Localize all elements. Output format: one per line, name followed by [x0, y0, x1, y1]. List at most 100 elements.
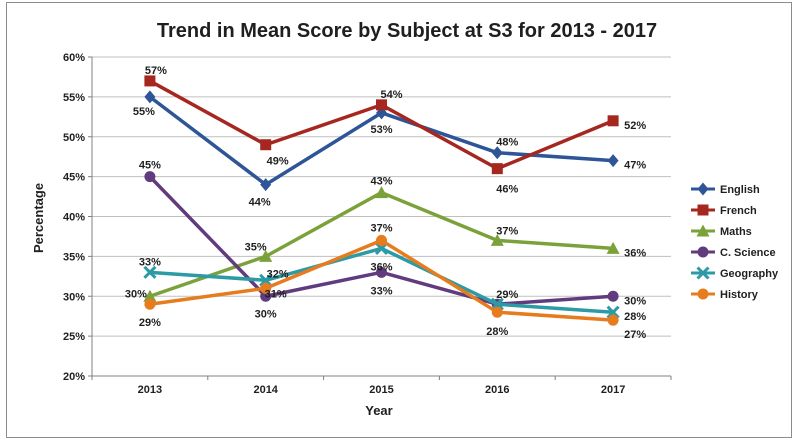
- y-tick-label: 20%: [63, 371, 85, 383]
- data-label-geography-2017: 28%: [624, 311, 646, 323]
- legend-label-maths: Maths: [720, 226, 752, 238]
- data-label-maths-2016: 37%: [496, 225, 518, 237]
- data-label-maths-2014: 35%: [245, 241, 267, 253]
- data-label-c-science-2015: 33%: [370, 285, 392, 297]
- x-tick-label-2013: 2013: [138, 384, 162, 396]
- x-tick-label-2014: 2014: [253, 384, 278, 396]
- data-label-history-2014: 31%: [265, 288, 287, 300]
- data-label-maths-2015: 43%: [370, 176, 392, 188]
- data-point-geography-2013: [143, 265, 157, 279]
- legend-item-geography: Geography: [691, 266, 779, 280]
- legend-marker-french: [697, 204, 709, 216]
- series-geography: [143, 241, 620, 319]
- chart-container: Trend in Mean Score by Subject at S3 for…: [6, 2, 792, 438]
- legend-label-english: English: [720, 184, 760, 196]
- data-point-maths-2015: [375, 186, 388, 199]
- legend-item-history: History: [691, 288, 759, 301]
- data-point-history-2013: [144, 298, 156, 310]
- data-label-english-2013: 55%: [133, 106, 155, 118]
- x-tick-label-2017: 2017: [601, 384, 625, 396]
- x-tick-label-2016: 2016: [485, 384, 509, 396]
- y-tick-label: 50%: [63, 132, 85, 144]
- legend-label-geography: Geography: [720, 268, 779, 280]
- legend-marker-history: [697, 288, 709, 300]
- y-tick-label: 60%: [63, 52, 85, 64]
- legend-label-history: History: [720, 289, 759, 301]
- data-point-maths-2016: [490, 233, 504, 246]
- data-label-c-science-2016: 29%: [496, 289, 518, 301]
- legend-marker-english: [697, 182, 709, 196]
- legend: English French Maths C. Science Geography His…: [691, 182, 779, 301]
- data-point-french-2016: [491, 163, 503, 175]
- data-point-c-science-2017: [607, 290, 619, 302]
- data-label-english-2017: 47%: [624, 160, 646, 172]
- data-label-french-2017: 52%: [624, 120, 646, 132]
- data-point-english-2016: [491, 146, 503, 160]
- data-label-maths-2013: 30%: [125, 288, 147, 300]
- data-label-geography-2015: 36%: [370, 261, 392, 273]
- legend-label-french: French: [720, 205, 757, 217]
- data-point-french-2014: [260, 139, 272, 151]
- series: [143, 75, 620, 326]
- legend-item-english: English: [691, 182, 760, 196]
- y-tick-label: 45%: [63, 172, 85, 184]
- y-tick-label: 25%: [63, 331, 85, 343]
- series-french: [144, 75, 619, 175]
- legend-marker-geography: [696, 266, 710, 280]
- y-tick-label: 30%: [63, 291, 85, 303]
- data-label-history-2015: 37%: [370, 222, 392, 234]
- data-label-english-2016: 48%: [496, 137, 518, 149]
- data-point-geography-2014: [259, 273, 273, 287]
- axes: 20% 25% 30% 35% 40% 45% 50% 55% 60% 2013 2014 2015 2…: [63, 52, 672, 396]
- series-maths: [143, 186, 620, 302]
- data-label-geography-2013: 33%: [139, 256, 161, 268]
- data-label-c-science-2013: 45%: [139, 160, 161, 172]
- data-point-english-2017: [607, 154, 619, 168]
- y-tick-label: 35%: [63, 251, 85, 263]
- data-label-english-2015: 53%: [370, 124, 392, 136]
- data-point-maths-2014: [259, 249, 273, 262]
- y-axis-label: Percentage: [31, 183, 46, 253]
- data-label-history-2017: 27%: [624, 329, 646, 341]
- legend-label-c-science: C. Science: [720, 247, 776, 259]
- chart-title: Trend in Mean Score by Subject at S3 for…: [157, 20, 657, 42]
- line-chart: Trend in Mean Score by Subject at S3 for…: [31, 20, 779, 418]
- data-point-c-science-2013: [144, 171, 156, 183]
- data-label-english-2014: 44%: [249, 197, 271, 209]
- data-point-maths-2017: [606, 241, 620, 254]
- legend-marker-maths: [696, 224, 710, 237]
- marker-stroke: [696, 266, 710, 280]
- marker-stroke: [259, 273, 273, 287]
- data-point-english-2014: [260, 178, 272, 192]
- data-point-geography-2017: [606, 305, 620, 319]
- data-label-french-2015: 54%: [380, 89, 402, 101]
- data-point-c-science-2015: [376, 266, 387, 278]
- data-label-c-science-2017: 30%: [624, 295, 646, 307]
- data-point-maths-2013: [143, 289, 157, 302]
- data-point-history-2015: [376, 234, 387, 246]
- x-tick-label-2015: 2015: [369, 384, 393, 396]
- series-history: [144, 234, 619, 326]
- data-point-history-2014: [260, 282, 272, 294]
- data-label-maths-2017: 36%: [624, 247, 646, 259]
- data-point-history-2016: [491, 306, 503, 318]
- data-label-french-2013: 57%: [145, 65, 167, 77]
- marker-stroke: [143, 265, 157, 279]
- data-point-history-2017: [607, 314, 619, 326]
- data-label-c-science-2014: 30%: [255, 308, 277, 320]
- x-axis-label: Year: [365, 403, 392, 418]
- marker-stroke: [606, 305, 620, 319]
- data-labels: 55% 44% 53% 48% 47% 57% 49% 54% 46% 52% 30% 35% 43% 3…: [125, 65, 646, 341]
- data-point-french-2013: [144, 75, 156, 87]
- data-label-history-2016: 28%: [486, 326, 508, 338]
- data-point-c-science-2014: [260, 290, 272, 302]
- y-tick-label: 40%: [63, 212, 85, 224]
- data-label-french-2016: 46%: [496, 184, 518, 196]
- legend-item-c-science: C. Science: [691, 246, 776, 259]
- legend-item-french: French: [691, 204, 757, 217]
- data-point-english-2013: [144, 90, 156, 104]
- legend-marker-c-science: [697, 246, 709, 258]
- y-tick-label: 55%: [63, 92, 85, 104]
- data-label-geography-2014: 32%: [267, 268, 289, 280]
- data-label-history-2013: 29%: [139, 317, 161, 329]
